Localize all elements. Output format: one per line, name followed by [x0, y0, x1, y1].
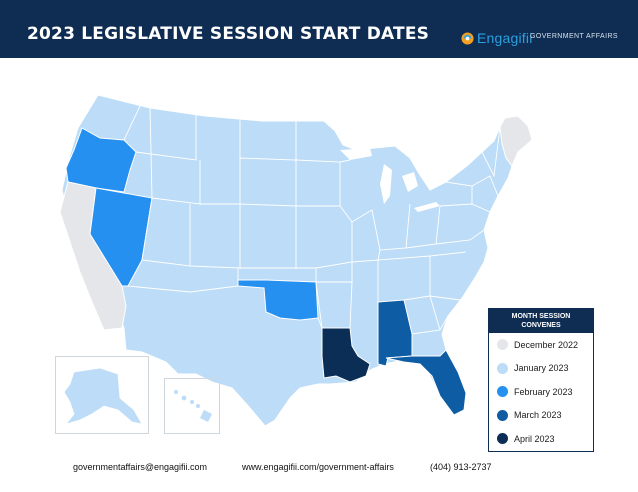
legend-label: December 2022	[514, 339, 579, 350]
legend-title-line1: MONTH SESSION	[511, 313, 571, 320]
us-map	[59, 94, 533, 427]
state-louisiana	[321, 327, 371, 383]
legend-label: April 2023	[514, 433, 555, 444]
legend-title-line2: CONVENES	[521, 322, 561, 329]
state-florida	[385, 349, 467, 416]
legend-item-february: February 2023	[489, 380, 593, 404]
footer-email-link[interactable]: governmentaffairs@engagifii.com	[73, 462, 208, 472]
footer-phone: (404) 913-2737	[430, 462, 492, 472]
hawaii-inset-frame	[164, 378, 220, 434]
legend-swatch	[497, 386, 508, 398]
legend: MONTH SESSION CONVENES December 2022 Jan…	[488, 308, 594, 452]
footer: governmentaffairs@engagifii.com www.enga…	[0, 462, 638, 476]
engagifii-logo-icon	[461, 31, 474, 45]
header-bar: 2023 LEGISLATIVE SESSION START DATES Eng…	[0, 0, 638, 58]
alaska-inset-frame	[55, 356, 149, 434]
state-borders	[123, 105, 501, 335]
legend-swatch	[497, 339, 508, 351]
legend-title: MONTH SESSION CONVENES	[489, 309, 593, 333]
page-title: 2023 LEGISLATIVE SESSION START DATES	[27, 24, 430, 44]
brand: Engagifii	[461, 27, 533, 49]
state-alaska	[63, 367, 143, 425]
legend-item-march: March 2023	[489, 404, 593, 428]
legend-label: March 2023	[514, 410, 562, 421]
state-oregon	[65, 127, 137, 193]
legend-label: January 2023	[514, 363, 569, 374]
legend-item-january: January 2023	[489, 357, 593, 381]
brand-name: Engagifii	[477, 30, 533, 46]
great-lakes	[340, 148, 440, 212]
state-oklahoma	[237, 279, 319, 321]
legend-swatch	[497, 362, 508, 374]
legend-swatch	[497, 433, 508, 445]
legend-item-april: April 2023	[489, 427, 593, 451]
legend-swatch	[497, 409, 508, 421]
legend-item-december: December 2022	[489, 333, 593, 357]
brand-subtitle: GOVERNMENT AFFAIRS	[530, 33, 618, 40]
state-maine	[499, 115, 533, 167]
footer-website-link[interactable]: www.engagifii.com/government-affairs	[242, 462, 394, 472]
state-hawaii	[174, 390, 212, 422]
legend-label: February 2023	[514, 386, 573, 397]
